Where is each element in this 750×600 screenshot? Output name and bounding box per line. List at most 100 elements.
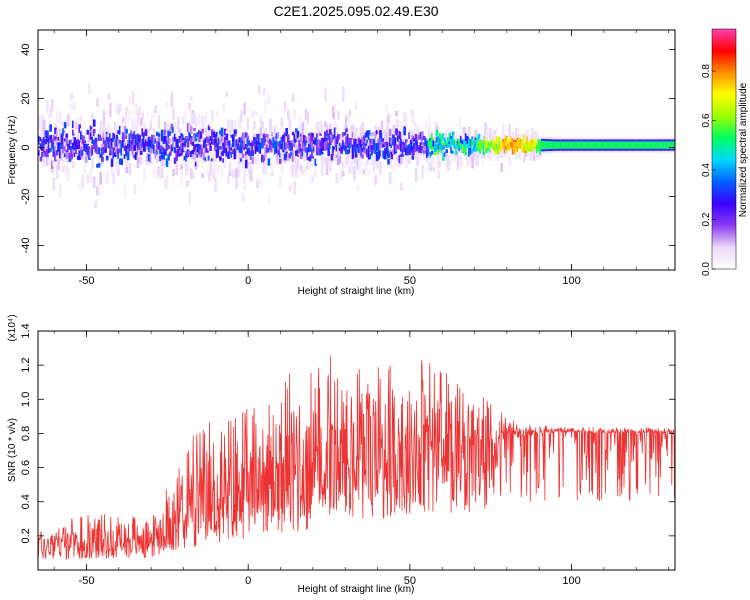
heatmap-cell	[101, 144, 104, 151]
heatmap-cell	[535, 133, 539, 148]
heatmap-cell	[256, 143, 259, 152]
heatmap-cell	[314, 146, 318, 155]
heatmap-cell	[196, 159, 200, 169]
heatmap-cell	[649, 141, 652, 149]
heatmap-cell	[299, 151, 303, 159]
heatmap-cell	[168, 138, 172, 144]
heatmap-cell	[212, 153, 216, 163]
heatmap-cell	[59, 143, 62, 153]
heatmap-cell	[332, 146, 335, 153]
heatmap-cell	[319, 120, 322, 133]
heatmap-cell	[251, 160, 255, 176]
heatmap-cell	[223, 130, 227, 140]
heatmap-cell	[70, 92, 73, 101]
heatmap-cell	[118, 150, 122, 160]
heatmap-cell	[468, 141, 471, 147]
heatmap-cell	[366, 139, 369, 144]
heatmap-cell	[123, 142, 127, 147]
heatmap-cell	[180, 163, 183, 170]
heatmap-cell	[298, 148, 301, 154]
heatmap-cell	[337, 158, 340, 165]
heatmap-cell	[503, 145, 507, 154]
heatmap-cell	[81, 152, 85, 160]
heatmap-cell	[379, 149, 382, 157]
heatmap-cell	[495, 127, 499, 134]
heatmap-cell	[513, 142, 516, 147]
heatmap-cell	[244, 159, 248, 169]
heatmap-cell	[196, 132, 200, 138]
heatmap-cell	[445, 151, 449, 160]
heatmap-cell	[89, 168, 93, 183]
heatmap-cell	[335, 154, 339, 159]
heatmap-cell	[68, 145, 72, 150]
heatmap-cell	[506, 143, 510, 148]
heatmap-cell	[437, 136, 440, 142]
heatmap-cell	[206, 136, 209, 143]
heatmap-cell	[65, 149, 69, 154]
heatmap-cell	[401, 141, 405, 145]
heatmap-cell	[118, 148, 122, 153]
heatmap-cell	[105, 134, 109, 138]
heatmap-cell	[102, 146, 106, 155]
heatmap-cell	[65, 133, 69, 140]
heatmap-cell	[343, 132, 347, 136]
heatmap-cell	[83, 143, 86, 151]
heatmap-cell	[156, 166, 159, 180]
heatmap-cell	[371, 138, 374, 144]
heatmap-cell	[50, 167, 54, 173]
heatmap-cell	[471, 139, 474, 145]
heatmap-cell	[301, 169, 305, 176]
heatmap-cell	[164, 143, 167, 153]
heatmap-cell	[372, 139, 376, 143]
heatmap-cell	[201, 116, 204, 131]
heatmap-cell	[49, 135, 52, 139]
heatmap-cell	[451, 139, 455, 146]
heatmap-cell	[217, 142, 221, 150]
heatmap-cell	[451, 131, 455, 138]
heatmap-cell	[489, 155, 492, 161]
heatmap-cell	[438, 151, 442, 162]
heatmap-cell	[63, 122, 67, 129]
heatmap-cell	[230, 135, 233, 147]
heatmap-cell	[299, 137, 303, 143]
heatmap-cell	[164, 140, 167, 144]
heatmap-cell	[71, 129, 75, 136]
heatmap-cell	[275, 133, 279, 140]
heatmap-cell	[403, 112, 406, 127]
heatmap-cell	[387, 158, 390, 165]
heatmap-cell	[348, 109, 352, 117]
heatmap-cell	[178, 135, 182, 140]
heatmap-cell	[160, 151, 164, 160]
heatmap-cell	[146, 111, 149, 117]
heatmap-cell	[81, 149, 85, 155]
heatmap-cell	[264, 160, 267, 175]
heatmap-cell	[210, 158, 214, 162]
heatmap-cell	[251, 144, 255, 150]
heatmap-cell	[193, 133, 196, 143]
heatmap-cell	[267, 94, 271, 106]
heatmap-cell	[54, 123, 57, 130]
heatmap-cell	[403, 126, 406, 136]
heatmap-cell	[42, 142, 46, 146]
heatmap-cell	[177, 139, 180, 148]
heatmap-cell	[455, 149, 458, 155]
heatmap-cell	[97, 136, 101, 142]
heatmap-cell	[290, 182, 293, 189]
heatmap-cell	[309, 138, 313, 147]
heatmap-cell	[147, 159, 151, 171]
heatmap-cell	[500, 162, 503, 173]
heatmap-cell	[240, 110, 243, 124]
heatmap-cell	[167, 124, 170, 131]
heatmap-cell	[489, 141, 492, 146]
heatmap-cell	[277, 141, 280, 147]
heatmap-cell	[299, 148, 303, 152]
heatmap-cell	[502, 142, 505, 149]
heatmap-cell	[383, 151, 387, 160]
heatmap-cell	[459, 145, 463, 149]
heatmap-cell	[442, 133, 445, 141]
heatmap-cell	[236, 167, 240, 178]
heatmap-cell	[594, 141, 597, 149]
heatmap-cell	[613, 141, 616, 149]
heatmap-cell	[364, 160, 368, 174]
